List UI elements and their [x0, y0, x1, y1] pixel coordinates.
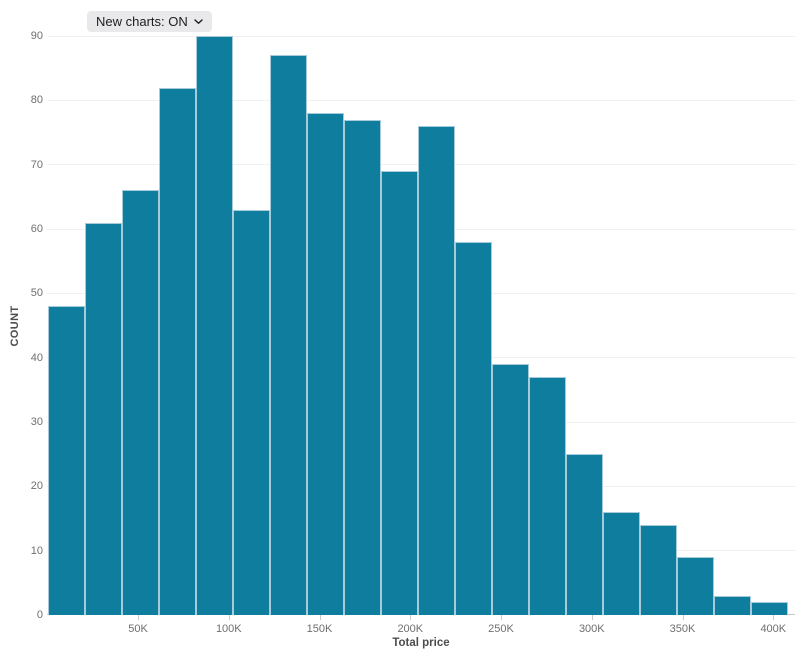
- y-axis-tick-label: 60: [30, 223, 43, 235]
- x-axis-tick: [410, 615, 412, 620]
- x-axis-tick: [773, 615, 775, 620]
- histogram-bar[interactable]: [418, 126, 455, 615]
- y-axis-tick-label: 80: [30, 94, 43, 107]
- histogram-bar[interactable]: [640, 524, 678, 615]
- x-axis-tick-label: 200K: [397, 623, 424, 635]
- x-axis-tick-label: 250K: [488, 623, 514, 635]
- x-axis-tick: [682, 615, 684, 620]
- histogram-bar[interactable]: [381, 171, 418, 615]
- x-axis-tick: [319, 615, 321, 620]
- histogram-bar[interactable]: [343, 119, 381, 615]
- x-axis-tick-label: 50K: [128, 623, 148, 635]
- x-axis-tick: [501, 615, 502, 620]
- y-axis-tick-label: 20: [30, 480, 43, 493]
- histogram-bar[interactable]: [306, 113, 344, 615]
- y-axis-tick-label: 40: [30, 351, 43, 364]
- new-charts-dropdown-label: New charts: ON: [96, 14, 188, 29]
- histogram-bar[interactable]: [455, 241, 492, 615]
- x-axis-tick-label: 100K: [215, 623, 242, 635]
- histogram-bar[interactable]: [603, 512, 641, 615]
- x-axis-tick: [138, 615, 139, 620]
- histogram-bar[interactable]: [269, 55, 307, 615]
- x-axis-tick-label: 400K: [760, 623, 787, 635]
- histogram-bar[interactable]: [492, 364, 530, 615]
- chevron-down-icon: [194, 19, 203, 25]
- x-axis-title: Total price: [392, 637, 450, 649]
- histogram-bar[interactable]: [121, 190, 159, 615]
- x-axis-tick-label: 300K: [578, 623, 605, 635]
- histogram-bar[interactable]: [714, 595, 752, 615]
- x-axis-tick-label: 150K: [306, 623, 333, 635]
- histogram-bar[interactable]: [566, 454, 604, 615]
- gridline: [47, 99, 795, 101]
- x-axis-tick-label: 350K: [669, 623, 696, 635]
- gridline: [47, 35, 795, 37]
- x-axis-tick: [591, 615, 593, 620]
- new-charts-dropdown[interactable]: New charts: ON: [87, 11, 212, 32]
- histogram-bar[interactable]: [195, 36, 233, 615]
- y-axis-title: COUNT: [9, 305, 21, 347]
- histogram-bar[interactable]: [529, 377, 567, 615]
- y-axis-tick-label: 10: [30, 544, 43, 557]
- y-axis-tick-label: 50: [30, 287, 43, 300]
- histogram-bar[interactable]: [158, 87, 196, 615]
- histogram-bar[interactable]: [751, 602, 789, 615]
- y-axis-tick-label: 90: [30, 30, 43, 42]
- histogram-bar[interactable]: [677, 557, 715, 615]
- y-axis-tick-label: 30: [30, 416, 43, 428]
- histogram-bar[interactable]: [47, 306, 85, 615]
- histogram-bar[interactable]: [232, 209, 270, 615]
- histogram-bar[interactable]: [84, 222, 122, 615]
- y-axis-tick-label: 70: [30, 158, 43, 171]
- x-axis-tick: [228, 615, 230, 620]
- y-axis-tick-label: 0: [36, 609, 43, 621]
